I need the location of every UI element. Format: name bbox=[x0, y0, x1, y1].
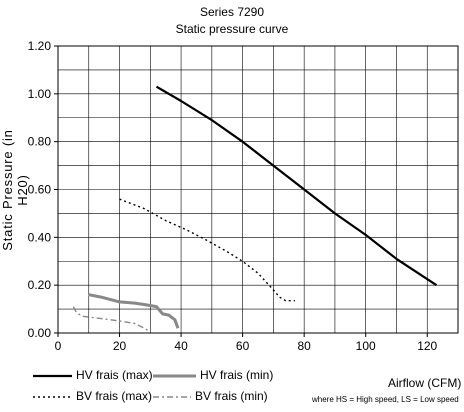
y-tick-labels: 0.00 0.20 0.40 0.60 0.80 1.00 1.20 bbox=[28, 39, 58, 340]
x-axis-label: Airflow (CFM) bbox=[388, 376, 462, 390]
grid-lines bbox=[58, 46, 458, 333]
x-tick-label: 20 bbox=[113, 339, 127, 353]
series-lines bbox=[72, 85, 438, 333]
x-tick-label: 40 bbox=[174, 339, 188, 353]
series-line-3 bbox=[72, 306, 151, 333]
x-tick-label: 100 bbox=[356, 339, 376, 353]
x-tick-label: 60 bbox=[236, 339, 250, 353]
legend-swatches bbox=[33, 374, 196, 398]
series-line-1 bbox=[88, 293, 180, 329]
series-line-0 bbox=[155, 85, 438, 287]
y-tick-label: 0.80 bbox=[28, 135, 52, 149]
x-tick-label: 80 bbox=[297, 339, 311, 353]
chart-title: Series 7290 bbox=[199, 5, 265, 19]
legend-label-bv-max: BV frais (max) bbox=[76, 389, 153, 403]
chart-subtitle: Static pressure curve bbox=[175, 22, 289, 36]
y-tick-label: 1.00 bbox=[28, 87, 52, 101]
legend-label-bv-min: BV frais (min) bbox=[195, 389, 268, 403]
x-tick-label: 0 bbox=[55, 339, 62, 353]
y-tick-label: 1.20 bbox=[28, 39, 52, 53]
x-tick-label: 120 bbox=[417, 339, 437, 353]
legend-note: where HS = High speed, LS = Low speed bbox=[312, 395, 459, 404]
y-tick-label: 0.60 bbox=[28, 183, 52, 197]
y-tick-label: 0.00 bbox=[28, 326, 52, 340]
y-axis-label: Static Pressure (in H20) bbox=[0, 129, 30, 251]
series-line-2 bbox=[119, 198, 295, 302]
x-tick-labels: 0 20 40 60 80 100 120 bbox=[55, 333, 438, 353]
legend-label-hv-max: HV frais (max) bbox=[76, 368, 153, 382]
y-tick-label: 0.20 bbox=[28, 278, 52, 292]
legend-label-hv-min: HV frais (min) bbox=[200, 368, 274, 382]
y-tick-label: 0.40 bbox=[28, 230, 52, 244]
